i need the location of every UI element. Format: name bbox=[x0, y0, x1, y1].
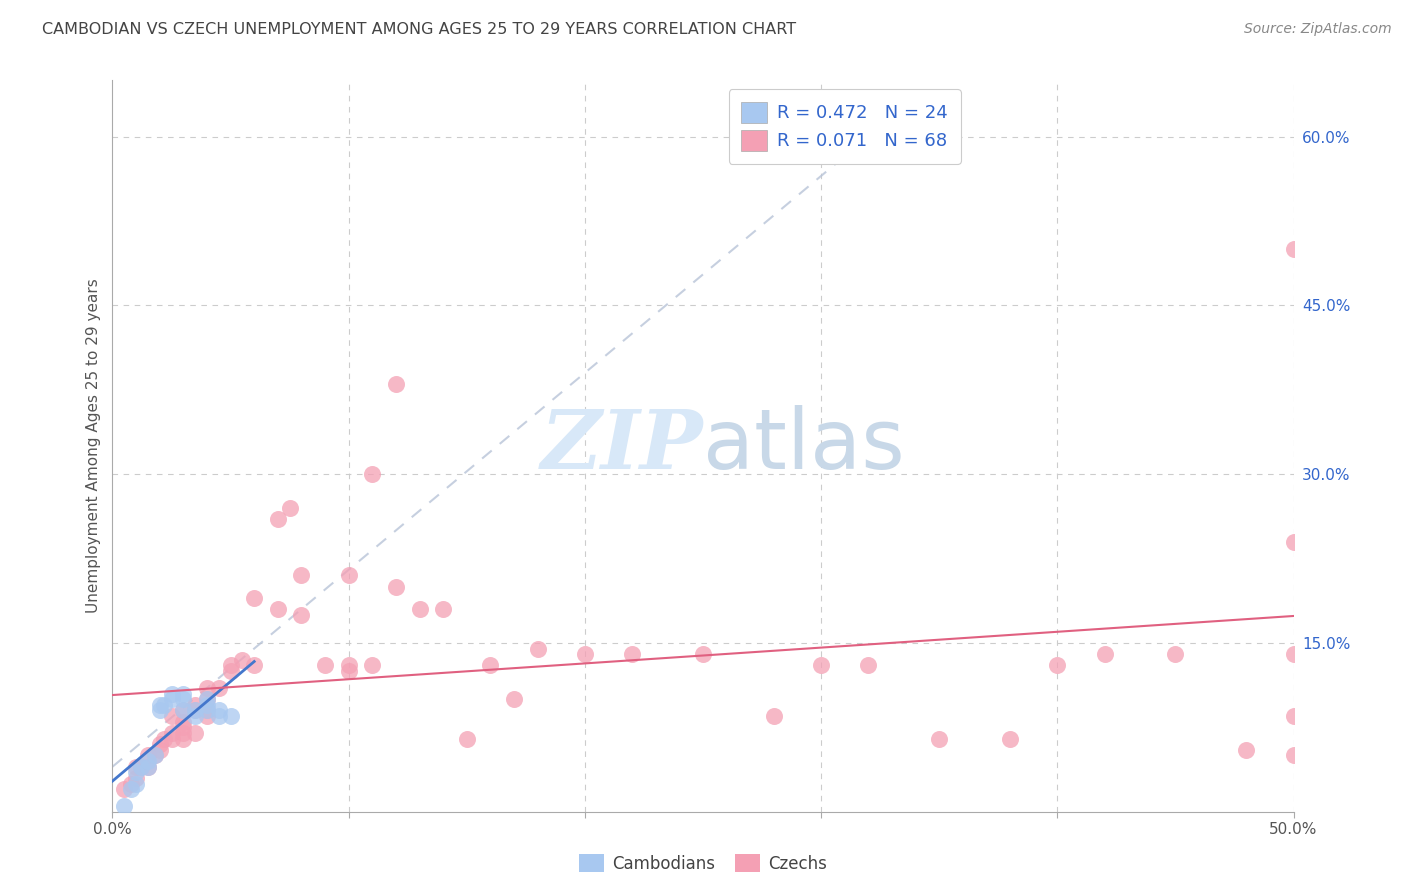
Point bbox=[1282, 534, 1305, 549]
Point bbox=[231, 653, 253, 667]
Point bbox=[172, 703, 194, 717]
Point bbox=[143, 748, 166, 763]
Point bbox=[385, 377, 408, 392]
Point bbox=[1094, 647, 1116, 661]
Point bbox=[120, 782, 142, 797]
Point bbox=[408, 602, 430, 616]
Point bbox=[267, 512, 290, 526]
Point bbox=[810, 658, 832, 673]
Point bbox=[153, 731, 176, 746]
Point bbox=[219, 664, 242, 678]
Point bbox=[149, 703, 172, 717]
Point bbox=[136, 754, 159, 768]
Point bbox=[129, 760, 152, 774]
Point bbox=[1234, 743, 1257, 757]
Point bbox=[1046, 658, 1069, 673]
Point bbox=[195, 681, 218, 695]
Point bbox=[120, 776, 142, 790]
Point bbox=[574, 647, 596, 661]
Point bbox=[195, 709, 218, 723]
Point bbox=[998, 731, 1021, 746]
Point bbox=[195, 698, 218, 712]
Point bbox=[184, 698, 207, 712]
Point bbox=[172, 703, 194, 717]
Point bbox=[172, 720, 194, 734]
Point bbox=[143, 748, 166, 763]
Text: Source: ZipAtlas.com: Source: ZipAtlas.com bbox=[1244, 22, 1392, 37]
Point bbox=[243, 658, 266, 673]
Point bbox=[208, 681, 231, 695]
Point bbox=[136, 760, 159, 774]
Point bbox=[195, 703, 218, 717]
Point bbox=[160, 709, 183, 723]
Point bbox=[1282, 647, 1305, 661]
Point bbox=[112, 782, 135, 797]
Point bbox=[153, 698, 176, 712]
Point bbox=[290, 607, 312, 622]
Point bbox=[184, 709, 207, 723]
Point bbox=[149, 698, 172, 712]
Point bbox=[337, 664, 360, 678]
Point bbox=[195, 703, 218, 717]
Text: ZIP: ZIP bbox=[540, 406, 703, 486]
Point bbox=[337, 568, 360, 582]
Point bbox=[136, 760, 159, 774]
Point bbox=[172, 687, 194, 701]
Point bbox=[125, 771, 148, 785]
Point bbox=[195, 692, 218, 706]
Point bbox=[125, 760, 148, 774]
Point bbox=[149, 743, 172, 757]
Point bbox=[172, 731, 194, 746]
Text: CAMBODIAN VS CZECH UNEMPLOYMENT AMONG AGES 25 TO 29 YEARS CORRELATION CHART: CAMBODIAN VS CZECH UNEMPLOYMENT AMONG AG… bbox=[42, 22, 796, 37]
Point bbox=[361, 467, 384, 482]
Point bbox=[928, 731, 950, 746]
Legend: R = 0.472   N = 24, R = 0.071   N = 68: R = 0.472 N = 24, R = 0.071 N = 68 bbox=[728, 89, 960, 163]
Point bbox=[456, 731, 478, 746]
Point bbox=[219, 658, 242, 673]
Point bbox=[149, 737, 172, 751]
Point bbox=[858, 658, 880, 673]
Point bbox=[172, 714, 194, 729]
Point bbox=[1164, 647, 1187, 661]
Point bbox=[172, 726, 194, 740]
Point bbox=[267, 602, 290, 616]
Point bbox=[385, 580, 408, 594]
Point bbox=[1282, 709, 1305, 723]
Point bbox=[184, 726, 207, 740]
Point bbox=[136, 748, 159, 763]
Point bbox=[278, 500, 301, 515]
Point bbox=[160, 726, 183, 740]
Point bbox=[1282, 748, 1305, 763]
Legend: Cambodians, Czechs: Cambodians, Czechs bbox=[572, 847, 834, 880]
Point bbox=[762, 709, 785, 723]
Point bbox=[129, 760, 152, 774]
Text: atlas: atlas bbox=[703, 406, 904, 486]
Point bbox=[160, 687, 183, 701]
Point bbox=[208, 703, 231, 717]
Point bbox=[184, 703, 207, 717]
Point bbox=[290, 568, 312, 582]
Point bbox=[125, 776, 148, 790]
Point bbox=[243, 591, 266, 605]
Point bbox=[314, 658, 336, 673]
Point bbox=[1282, 242, 1305, 256]
Point bbox=[112, 799, 135, 814]
Point bbox=[621, 647, 644, 661]
Point bbox=[219, 709, 242, 723]
Point bbox=[184, 703, 207, 717]
Point bbox=[160, 731, 183, 746]
Point bbox=[479, 658, 502, 673]
Point bbox=[361, 658, 384, 673]
Point bbox=[337, 658, 360, 673]
Point bbox=[526, 641, 548, 656]
Point bbox=[172, 692, 194, 706]
Y-axis label: Unemployment Among Ages 25 to 29 years: Unemployment Among Ages 25 to 29 years bbox=[86, 278, 101, 614]
Point bbox=[208, 709, 231, 723]
Point bbox=[503, 692, 526, 706]
Point bbox=[692, 647, 714, 661]
Point bbox=[432, 602, 454, 616]
Point bbox=[125, 765, 148, 780]
Point bbox=[195, 692, 218, 706]
Point bbox=[160, 692, 183, 706]
